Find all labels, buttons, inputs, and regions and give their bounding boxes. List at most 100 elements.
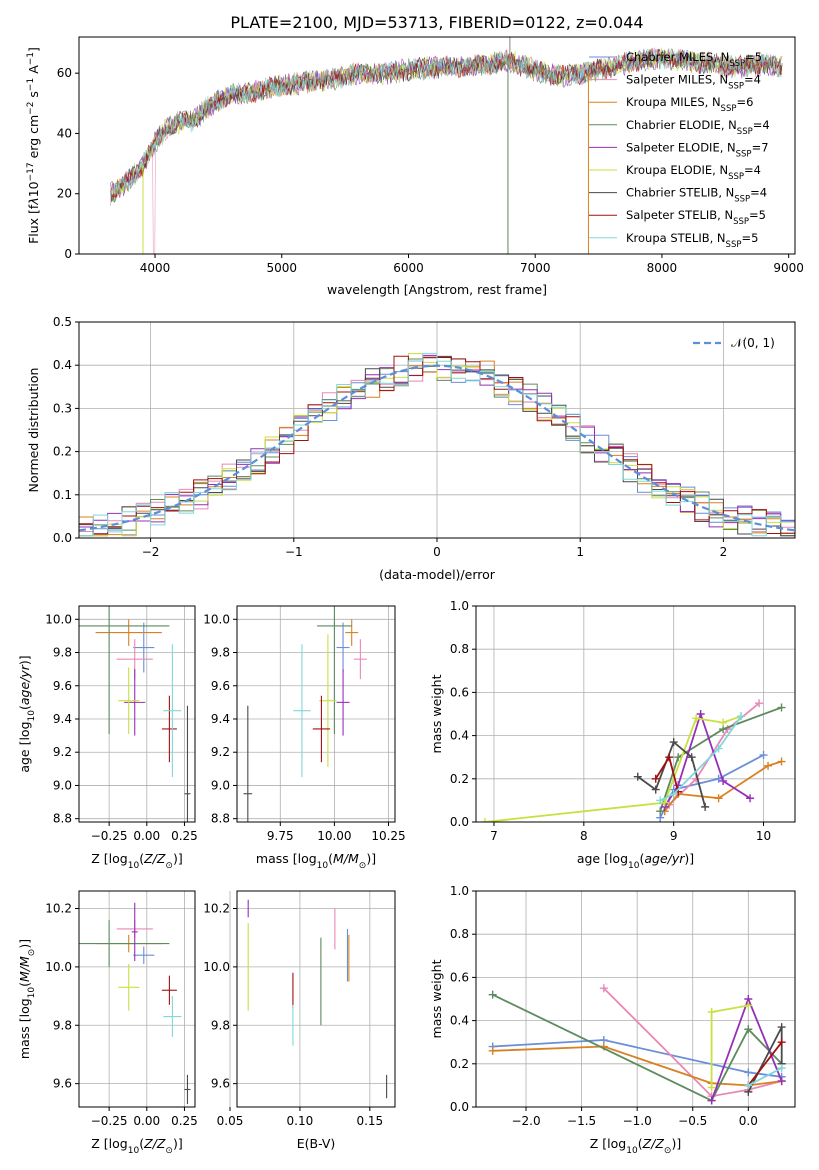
weight-marker <box>746 794 755 803</box>
weight-marker <box>737 712 746 721</box>
y-tick-label: 9.0 <box>211 778 230 792</box>
x-tick-label: −2.0 <box>511 1114 540 1128</box>
y-tick-label: 10.0 <box>203 960 230 974</box>
x-tick-label: −0.25 <box>91 829 128 843</box>
weight-series-3 <box>492 993 783 1102</box>
x-tick-label: 4000 <box>140 261 171 275</box>
weight-marker <box>488 990 497 999</box>
y-tick-label: 0.8 <box>450 927 469 941</box>
axes-frame <box>78 605 196 823</box>
y-tick-label: 9.6 <box>211 679 230 693</box>
error-bars <box>247 899 388 1099</box>
y-tick-label: 0.0 <box>53 531 72 545</box>
y-tick-label: 10.0 <box>45 612 72 626</box>
legend-label: Kroupa STELIB, NSSP=5 <box>626 231 758 250</box>
weight-marker <box>714 774 723 783</box>
weight-marker <box>777 1038 786 1047</box>
axes-frame <box>236 605 396 823</box>
y-tick-label: 9.8 <box>53 646 72 660</box>
weight-marker <box>719 776 728 785</box>
x-axis-label: wavelength [Angstrom, rest frame] <box>327 282 547 297</box>
x-tick-label: 10.25 <box>371 829 405 843</box>
x-tick-label: 10.00 <box>317 829 351 843</box>
spectrum-lines <box>110 37 783 254</box>
mass-vs-metallicity-panel: −0.25 0.00 0.25 9.6 9.8 10.0 10.2 Z [log10(Z/Z⊙… <box>17 890 198 1156</box>
x-tick-label: −2 <box>142 545 160 559</box>
y-tick-label: 9.8 <box>53 1018 72 1032</box>
histogram-steps <box>79 352 795 537</box>
weight-marker <box>759 751 768 760</box>
weight-marker <box>714 744 723 753</box>
weight-marker <box>777 1077 786 1086</box>
x-axis-label: age [log10(age/yr)] <box>577 851 694 871</box>
weight-marker <box>719 718 728 727</box>
weight-lines <box>480 699 786 822</box>
y-tick-label: 9.2 <box>211 745 230 759</box>
weight-marker <box>692 714 701 723</box>
x-tick-label: 0.00 <box>133 1114 160 1128</box>
x-tick-label: 0.10 <box>287 1114 314 1128</box>
weight-marker <box>777 1023 786 1032</box>
x-axis-label: Z [log10(Z/Z⊙)] <box>91 851 182 871</box>
x-axis-label: Z [log10(Z/Z⊙)] <box>590 1136 681 1156</box>
weight-marker <box>696 710 705 718</box>
x-tick-label: 0.25 <box>171 1114 198 1128</box>
x-tick-label: 8000 <box>647 261 678 275</box>
x-tick-label: 5000 <box>266 261 297 275</box>
residual-histogram-panel: −2 −1 0 1 2 0.0 0.1 0.2 0.3 0.4 0.5 (data-model)/er… <box>26 315 796 582</box>
weight-marker <box>764 761 773 770</box>
weight-vs-metallicity-panel: −2.0 −1.5 −1.0 −0.5 0.0 0.0 0.2 0.4 0.6 0.8 1.0 Z [… <box>429 884 796 1156</box>
x-tick-label: 9.75 <box>267 829 294 843</box>
y-tick-label: 0.4 <box>53 358 72 372</box>
weight-marker <box>669 738 678 747</box>
weight-marker <box>660 798 669 807</box>
x-tick-label: 1 <box>576 545 584 559</box>
y-tick-label: 9.8 <box>211 1018 230 1032</box>
legend-label: Chabrier ELODIE, NSSP=4 <box>626 118 770 137</box>
y-tick-label: 8.8 <box>211 812 230 826</box>
axes-frame <box>475 605 796 823</box>
weight-marker <box>744 1001 753 1010</box>
x-tick-label: −0.5 <box>678 1114 707 1128</box>
x-tick-label: −0.25 <box>91 1114 128 1128</box>
y-tick-label: 0.2 <box>450 1057 469 1071</box>
weight-marker <box>669 789 678 798</box>
age-vs-metallicity-panel: −0.25 0.00 0.25 8.8 9.0 9.2 9.4 9.6 9.8 10.0 Z [lo… <box>17 605 198 871</box>
axes-frame <box>78 36 796 255</box>
y-tick-label: 9.2 <box>53 745 72 759</box>
axes-frame <box>475 890 796 1108</box>
y-tick-label: 0.0 <box>450 1100 469 1114</box>
histogram-series-8 <box>79 352 795 537</box>
y-tick-label: 20 <box>57 187 72 201</box>
weight-marker <box>651 785 660 794</box>
weight-vs-age-panel: 7 8 9 10 0.0 0.2 0.4 0.6 0.8 1.0 age [log10(age/yr… <box>429 599 796 871</box>
y-tick-label: 0.6 <box>450 685 469 699</box>
x-tick-label: −1.0 <box>623 1114 652 1128</box>
x-tick-label: 7 <box>490 829 498 843</box>
mass-vs-ebv-panel: 0.05 0.10 0.15 9.6 9.8 10.0 10.2 E(B-V) <box>203 890 396 1151</box>
x-tick-label: 10 <box>756 829 771 843</box>
legend-label: Chabrier STELIB, NSSP=4 <box>626 186 767 205</box>
y-tick-label: 10.0 <box>203 612 230 626</box>
x-tick-label: 0.0 <box>739 1114 758 1128</box>
x-tick-label: 2 <box>720 545 728 559</box>
weight-marker <box>755 699 764 708</box>
legend-label: Kroupa ELODIE, NSSP=4 <box>626 163 761 182</box>
y-axis-label: age [log10(age/yr)] <box>17 655 37 772</box>
y-axis-label: mass weight <box>429 959 444 1038</box>
x-tick-label: 8 <box>580 829 588 843</box>
y-axis-label: Normed distribution <box>26 368 41 493</box>
y-axis-label: Flux [fλ10−17 erg cm−2 s−1 A−1] <box>26 47 41 244</box>
figure-title: PLATE=2100, MJD=53713, FIBERID=0122, z=0… <box>230 13 643 32</box>
y-tick-label: 0.5 <box>53 315 72 329</box>
histogram-series-5 <box>79 353 795 537</box>
weight-marker <box>599 984 608 993</box>
weight-series-5 <box>710 1004 749 1088</box>
weight-marker <box>701 802 710 811</box>
weight-series-0 <box>492 1039 782 1078</box>
x-tick-label: 6000 <box>393 261 424 275</box>
x-axis-label: Z [log10(Z/Z⊙)] <box>91 1136 182 1156</box>
y-tick-label: 9.6 <box>53 1077 72 1091</box>
legend-label: Chabrier MILES, NSSP=5 <box>626 50 762 69</box>
